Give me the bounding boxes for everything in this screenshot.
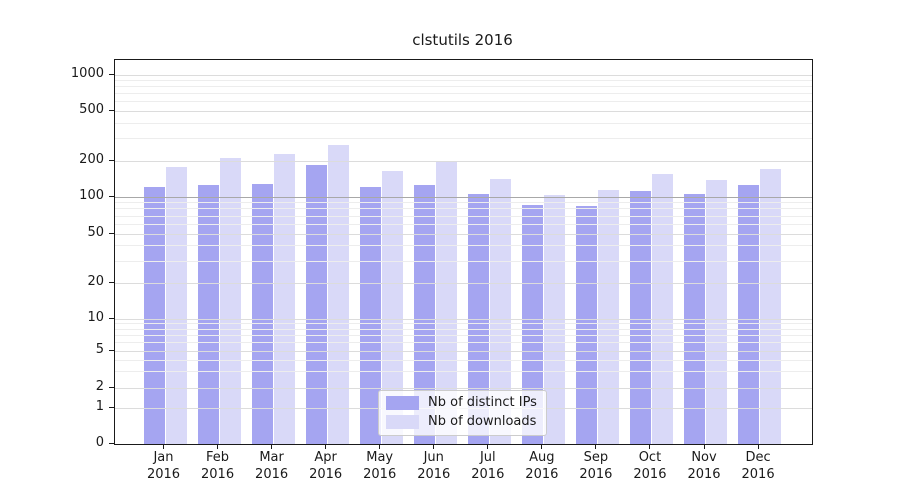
y-tick-mark bbox=[109, 406, 114, 408]
x-tick-label: Jul 2016 bbox=[471, 450, 505, 482]
y-tick-label: 5 bbox=[95, 342, 104, 357]
y-tick-mark bbox=[109, 317, 114, 319]
bar-distinct-ips bbox=[359, 187, 381, 444]
x-tick-label: Mar 2016 bbox=[255, 450, 289, 482]
x-tick-label: Jan 2016 bbox=[146, 450, 181, 482]
bar-downloads bbox=[381, 170, 403, 444]
bar-downloads bbox=[543, 195, 565, 444]
y-tick-mark bbox=[109, 281, 114, 283]
y-tick-label: 50 bbox=[87, 225, 104, 240]
bar-downloads bbox=[706, 179, 727, 444]
y-tick-mark bbox=[109, 73, 114, 75]
bar-distinct-ips bbox=[629, 191, 651, 444]
legend: Nb of distinct IPs Nb of downloads bbox=[378, 390, 547, 436]
y-tick-label: 200 bbox=[79, 152, 104, 167]
bar-distinct-ips bbox=[521, 205, 543, 444]
x-tick-mark bbox=[217, 444, 219, 449]
bar-distinct-ips bbox=[575, 205, 597, 444]
y-tick-label: 2 bbox=[95, 379, 104, 394]
x-tick-mark bbox=[649, 444, 651, 449]
y-tick-mark bbox=[109, 232, 114, 234]
bar-downloads bbox=[651, 173, 673, 444]
y-tick-label: 10 bbox=[87, 310, 104, 325]
x-tick-mark bbox=[595, 444, 597, 449]
x-tick-mark bbox=[757, 444, 759, 449]
bar-distinct-ips bbox=[305, 165, 327, 444]
legend-swatch-distinct-ips bbox=[386, 396, 419, 410]
bar-distinct-ips bbox=[143, 186, 165, 444]
y-tick-mark bbox=[109, 109, 114, 111]
x-tick-label: Aug 2016 bbox=[525, 450, 559, 482]
x-tick-label: Oct 2016 bbox=[633, 450, 667, 482]
y-tick-label: 500 bbox=[79, 102, 104, 117]
y-tick-mark bbox=[109, 159, 114, 161]
y-tick-mark bbox=[109, 442, 114, 444]
y-tick-label: 1 bbox=[95, 399, 104, 414]
x-tick-mark bbox=[433, 444, 435, 449]
x-tick-label: May 2016 bbox=[363, 450, 397, 482]
bar-distinct-ips bbox=[251, 183, 273, 444]
bar-downloads bbox=[489, 178, 511, 444]
bar-downloads bbox=[597, 189, 619, 444]
legend-label: Nb of downloads bbox=[428, 414, 537, 429]
bar-downloads bbox=[435, 162, 457, 444]
x-tick-label: Apr 2016 bbox=[309, 450, 343, 482]
x-tick-mark bbox=[379, 444, 381, 449]
x-tick-label: Jun 2016 bbox=[417, 450, 451, 482]
legend-row: Nb of distinct IPs bbox=[386, 395, 537, 411]
bar-downloads bbox=[219, 157, 241, 444]
bar-distinct-ips bbox=[738, 184, 760, 444]
x-tick-mark bbox=[703, 444, 705, 449]
y-tick-mark bbox=[109, 349, 114, 351]
bar-downloads bbox=[760, 169, 782, 444]
y-tick-label: 1000 bbox=[70, 66, 104, 81]
bar-distinct-ips bbox=[197, 184, 219, 444]
y-tick-mark bbox=[109, 195, 114, 197]
x-tick-mark bbox=[325, 444, 327, 449]
bar-downloads bbox=[273, 153, 295, 444]
y-tick-label: 20 bbox=[87, 274, 104, 289]
x-tick-label: Nov 2016 bbox=[687, 450, 721, 482]
legend-label: Nb of distinct IPs bbox=[428, 395, 537, 410]
bar-distinct-ips bbox=[684, 194, 705, 444]
x-tick-mark bbox=[163, 444, 164, 449]
y-tick-label: 100 bbox=[79, 188, 104, 203]
x-tick-mark bbox=[487, 444, 489, 449]
plot-area: Nb of distinct IPs Nb of downloads bbox=[114, 59, 813, 445]
y-tick-mark bbox=[109, 386, 114, 388]
chart-title: clstutils 2016 bbox=[412, 31, 513, 49]
x-tick-label: Dec 2016 bbox=[741, 450, 775, 482]
x-tick-label: Sep 2016 bbox=[579, 450, 613, 482]
bar-distinct-ips bbox=[413, 184, 435, 444]
bar-downloads bbox=[165, 167, 187, 444]
y-tick-label: 0 bbox=[95, 435, 104, 450]
x-tick-mark bbox=[541, 444, 543, 449]
bars-layer bbox=[115, 60, 812, 444]
legend-swatch-downloads bbox=[386, 415, 419, 429]
x-tick-label: Feb 2016 bbox=[201, 450, 235, 482]
legend-row: Nb of downloads bbox=[386, 414, 537, 430]
bar-downloads bbox=[327, 144, 349, 444]
x-tick-mark bbox=[271, 444, 273, 449]
